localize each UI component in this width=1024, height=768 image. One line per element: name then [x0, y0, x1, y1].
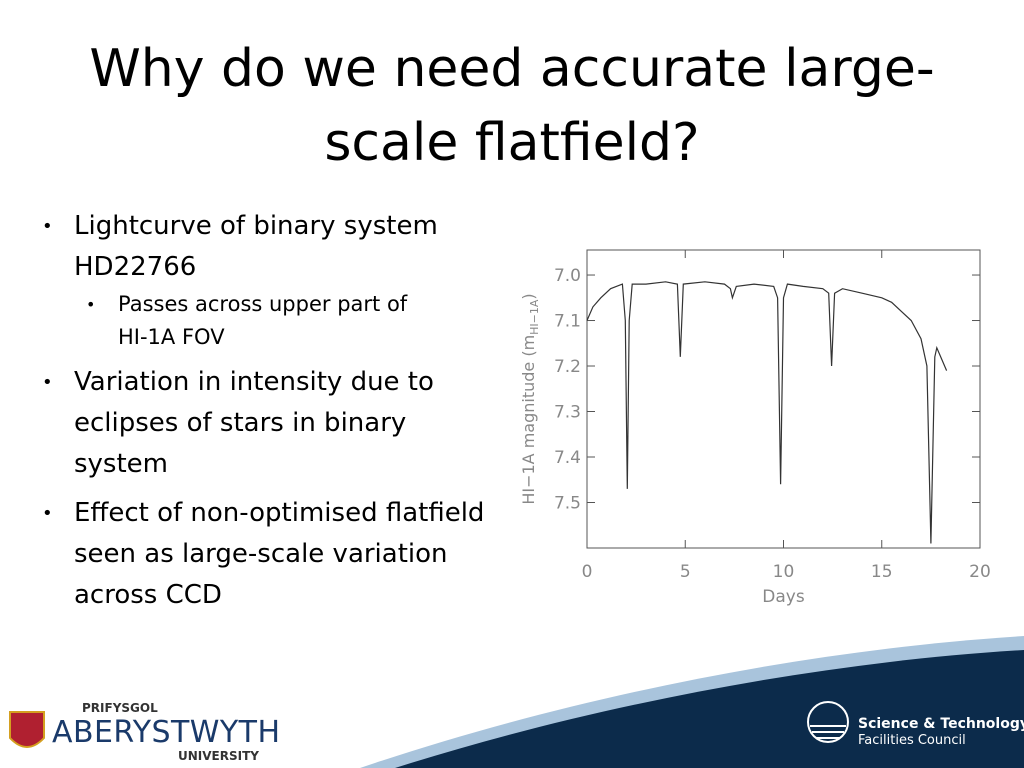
x-tick-label: 5	[680, 562, 691, 582]
bullet-text: Effect of non-optimised flatfield seen a…	[74, 498, 485, 610]
bullet-list: Lightcurve of binary system HD22766Passe…	[40, 206, 500, 624]
y-axis-label-sub: HI−1A	[528, 299, 541, 335]
crest	[9, 711, 45, 748]
y-tick-label: 7.3	[554, 403, 581, 423]
stfc-name: Science & Technology	[858, 716, 1024, 732]
logo-main: ABERYSTWYTH	[52, 715, 280, 750]
y-tick-label: 7.1	[554, 312, 581, 332]
plot-frame	[586, 249, 981, 549]
x-tick-label: 20	[969, 562, 991, 582]
bullet: Lightcurve of binary system HD22766Passe…	[40, 206, 494, 354]
x-tick-label: 10	[773, 562, 795, 582]
x-tick-label: 0	[582, 562, 593, 582]
logo-bottom: UNIVERSITY	[178, 749, 259, 763]
logo-top: PRIFYSGOL	[82, 701, 158, 715]
stfc-name-2: Facilities Council	[858, 733, 966, 748]
stfc-logo-lines	[810, 725, 846, 739]
stfc-logo	[807, 701, 849, 743]
y-tick-label: 7.2	[554, 357, 581, 377]
y-axis-label-end: )	[519, 293, 538, 299]
y-tick-label: 7.4	[554, 448, 581, 468]
bullet: Variation in intensity due to eclipses o…	[40, 362, 494, 485]
y-axis-label: HI−1A magnitude (mHI−1A)	[519, 293, 541, 504]
x-tick-label: 15	[871, 562, 893, 582]
y-tick-label: 7.5	[554, 494, 581, 514]
sub-list: Passes across upper part of HI-1A FOV	[74, 288, 494, 354]
bullet: Effect of non-optimised flatfield seen a…	[40, 493, 494, 616]
light-curve	[586, 281, 948, 544]
y-axis-label-main: HI−1A magnitude (m	[519, 335, 538, 505]
bullet-text: Variation in intensity due to eclipses o…	[74, 367, 434, 479]
y-tick-label: 7.0	[554, 266, 581, 286]
sub-bullet: Passes across upper part of HI-1A FOV	[74, 288, 438, 354]
slide-title: Why do we need accurate large-scale flat…	[89, 39, 935, 173]
bullet-text: Lightcurve of binary system HD22766	[74, 211, 438, 282]
swoosh	[395, 650, 1024, 768]
x-axis-label: Days	[762, 587, 805, 607]
